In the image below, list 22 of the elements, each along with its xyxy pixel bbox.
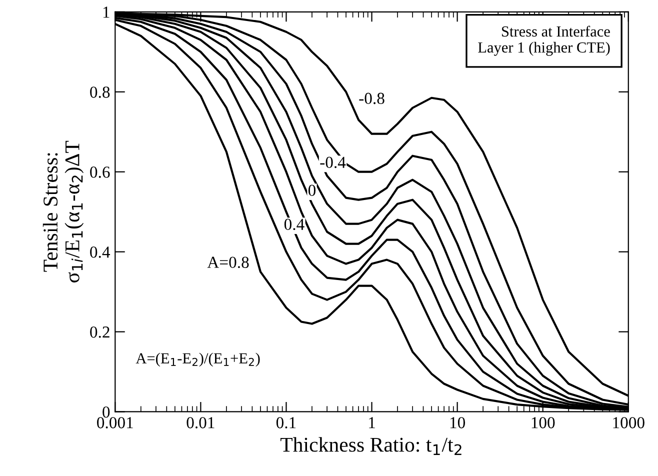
x-axis-title: Thickness Ratio: t$_{1}$/t$_{2}$ [280,437,462,456]
annotation: A=0.8 [207,256,249,268]
text: A=(E$_{1}$-E$_{2}$)/(E$_{1}$+E$_{2}$) [136,352,260,367]
text: Tensile Stress: σ$_{1i}$/E$_{1}$(α$_{1}$-α$_{2}$)ΔT [42,140,84,282]
x-tick-label: 0.1 [276,417,296,428]
annotation: -0.4 [320,156,346,168]
x-tick-label: 1 [369,417,375,428]
x-tick-label: 1000 [613,417,644,428]
y-tick-label: 0.2 [90,326,110,338]
x-tick-label: 0.01 [186,417,214,428]
x-tick-label: 0.001 [97,417,133,428]
x-tick-label: 10 [450,417,466,428]
y-tick-label: 0.4 [90,246,110,258]
annotation: -0.8 [359,92,384,104]
y-tick-label: 0 [102,406,110,418]
annotation: Stress at Interface Layer 1 (higher CTE) [478,26,610,56]
annotation: 0.4 [284,218,304,230]
y-tick-label: 0.8 [90,86,110,98]
x-tick-label: 100 [532,417,555,428]
annotation: 0 [308,184,316,196]
y-tick-label: 0.6 [90,166,110,178]
y-tick-label: 1 [103,6,110,18]
